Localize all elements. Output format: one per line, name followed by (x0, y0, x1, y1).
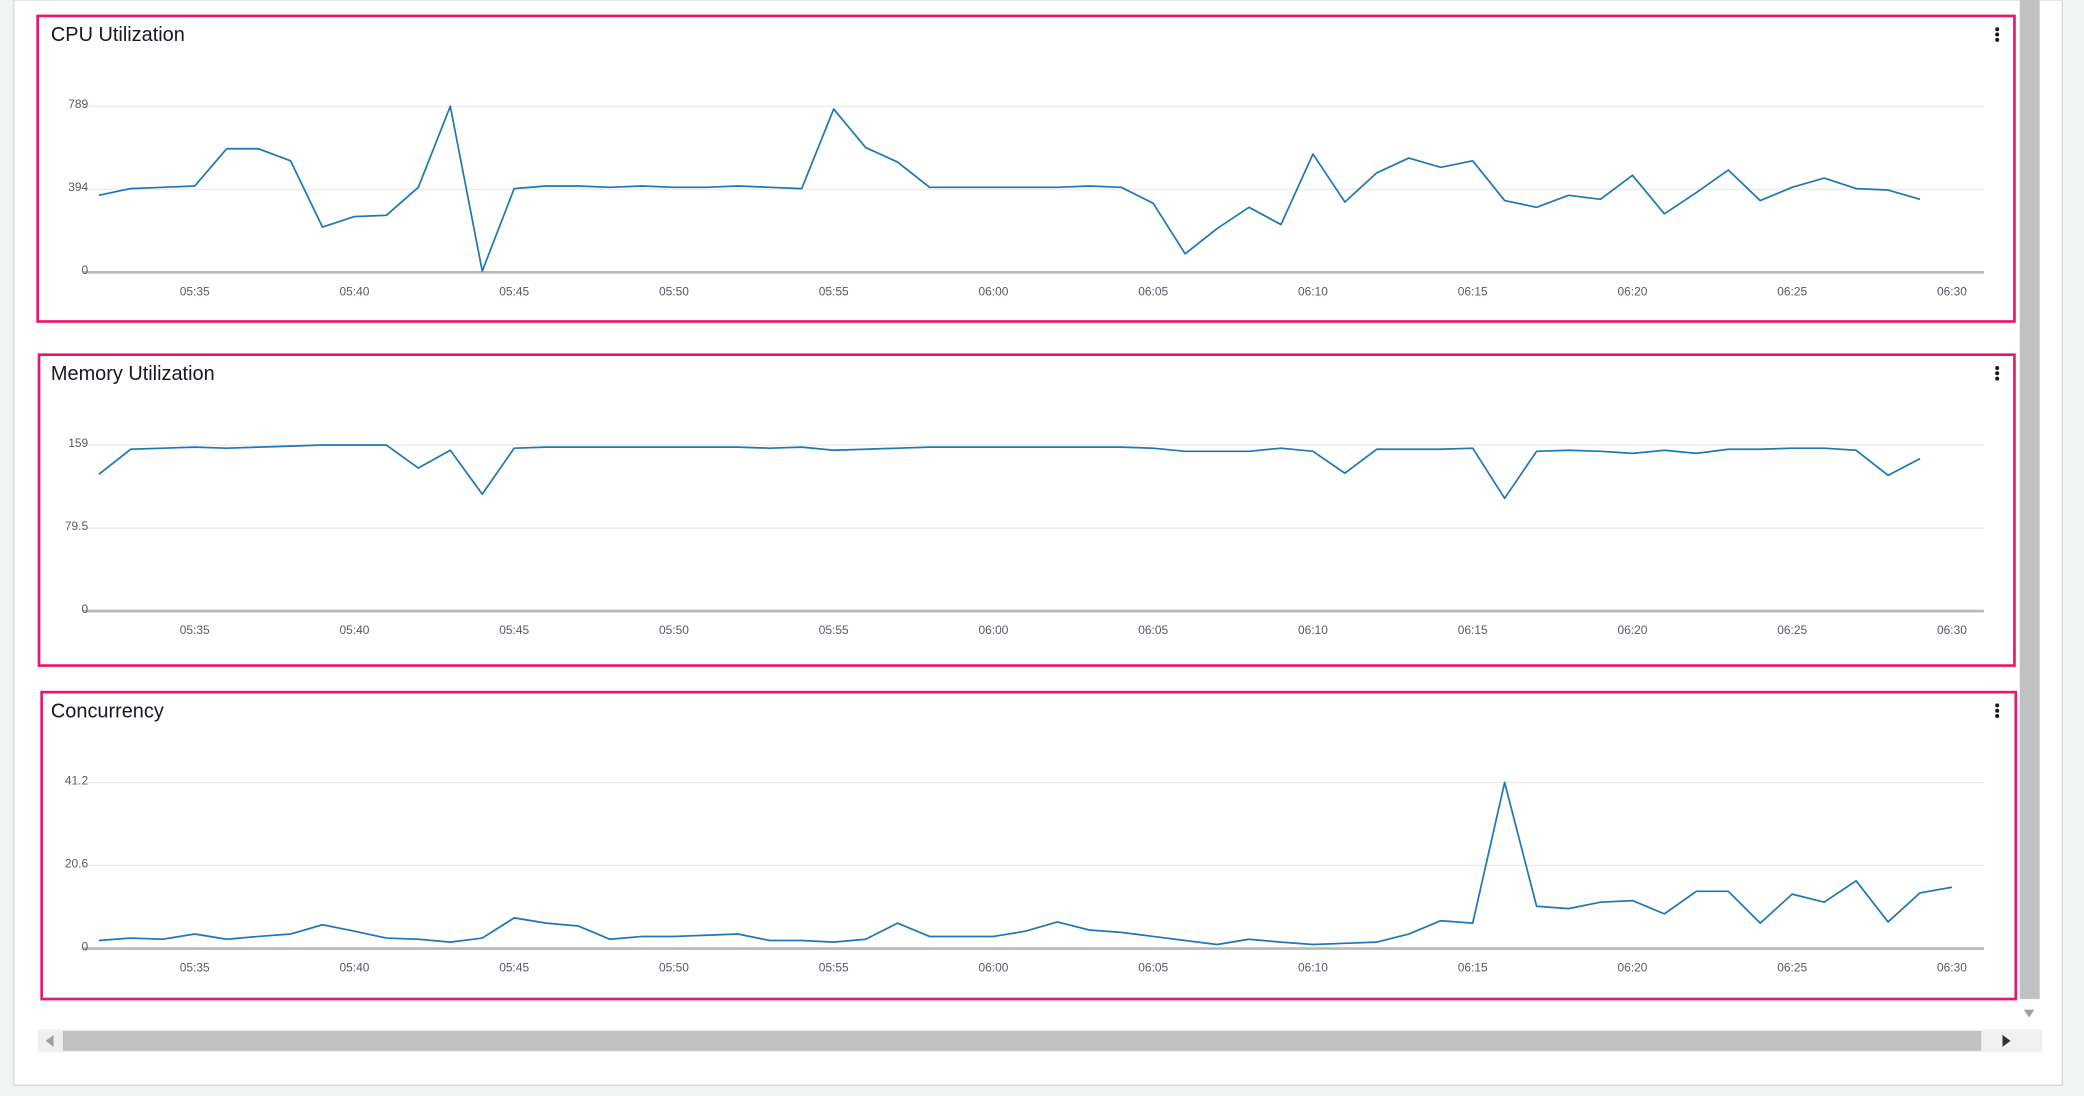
scroll-left-arrow[interactable] (45, 1034, 54, 1047)
x-tick-label: 05:55 (819, 623, 849, 637)
widget-frame (36, 14, 2016, 323)
widget-title: Memory Utilization (51, 363, 215, 385)
widget-frame (40, 690, 2018, 1001)
widget-menu-dot[interactable] (1995, 371, 2000, 376)
x-tick-label: 05:45 (499, 623, 529, 637)
x-tick-label: 05:50 (659, 284, 689, 298)
x-tick-label: 05:55 (819, 961, 849, 975)
y-tick-label: 0 (82, 263, 89, 277)
data-line (98, 444, 1921, 500)
x-tick-label: 06:00 (979, 961, 1009, 975)
y-tick-label: 789 (68, 97, 88, 111)
x-tick-label: 05:50 (659, 623, 689, 637)
x-tick-label: 06:10 (1298, 284, 1328, 298)
y-tick-label: 0 (82, 602, 89, 616)
x-tick-label: 06:10 (1298, 961, 1328, 975)
y-tick-label: 0 (82, 939, 89, 953)
y-tick-label: 41.2 (65, 773, 89, 787)
x-tick-label: 05:45 (499, 961, 529, 975)
widget-menu-dot[interactable] (1995, 376, 2000, 381)
x-tick-label: 05:55 (819, 284, 849, 298)
x-tick-label: 06:05 (1138, 623, 1168, 637)
widget-frame (37, 353, 2016, 667)
widget-menu-dot[interactable] (1995, 365, 2000, 370)
x-tick-label: 05:45 (499, 284, 529, 298)
x-tick-label: 06:20 (1618, 284, 1648, 298)
x-tick-label: 06:25 (1777, 284, 1807, 298)
x-tick-label: 06:20 (1618, 623, 1648, 637)
x-tick-label: 06:05 (1138, 961, 1168, 975)
widget-menu-dot[interactable] (1995, 708, 2000, 713)
widget-menu-dot[interactable] (1995, 32, 2000, 37)
x-tick-label: 06:30 (1937, 623, 1967, 637)
data-line (98, 781, 1953, 946)
widget-title: CPU Utilization (51, 24, 185, 46)
x-tick-label: 06:00 (979, 284, 1009, 298)
x-tick-label: 05:35 (180, 961, 210, 975)
x-tick-label: 06:15 (1458, 623, 1488, 637)
x-tick-label: 06:25 (1777, 961, 1807, 975)
x-tick-label: 06:30 (1937, 961, 1967, 975)
x-tick-label: 06:30 (1937, 284, 1967, 298)
x-tick-label: 06:15 (1458, 961, 1488, 975)
widget-menu-dot[interactable] (1995, 37, 2000, 42)
y-tick-label: 20.6 (65, 856, 89, 870)
x-tick-label: 06:05 (1138, 284, 1168, 298)
x-tick-label: 06:15 (1458, 284, 1488, 298)
y-tick-label: 159 (68, 436, 88, 450)
x-tick-label: 05:40 (340, 623, 370, 637)
x-tick-label: 05:40 (340, 961, 370, 975)
widget-menu-dot[interactable] (1995, 714, 2000, 719)
y-tick-label: 394 (68, 180, 88, 194)
x-tick-label: 05:40 (340, 284, 370, 298)
x-tick-label: 05:50 (659, 961, 689, 975)
x-tick-label: 06:00 (979, 623, 1009, 637)
x-tick-label: 05:35 (180, 284, 210, 298)
x-tick-label: 06:25 (1777, 623, 1807, 637)
x-tick-label: 06:20 (1618, 961, 1648, 975)
horizontal-scroll-thumb[interactable] (62, 1030, 1982, 1051)
vertical-scrollbar[interactable] (2019, 0, 2040, 1000)
widget-title: Concurrency (51, 700, 164, 722)
widget-menu-dot[interactable] (1995, 27, 2000, 32)
widget-menu-dot[interactable] (1995, 703, 2000, 708)
x-tick-label: 05:35 (180, 623, 210, 637)
y-tick-label: 79.5 (65, 519, 89, 533)
data-line (98, 105, 1921, 272)
scroll-down-arrow[interactable] (2023, 1009, 2035, 1018)
scroll-right-arrow[interactable] (2002, 1034, 2011, 1047)
x-tick-label: 06:10 (1298, 623, 1328, 637)
